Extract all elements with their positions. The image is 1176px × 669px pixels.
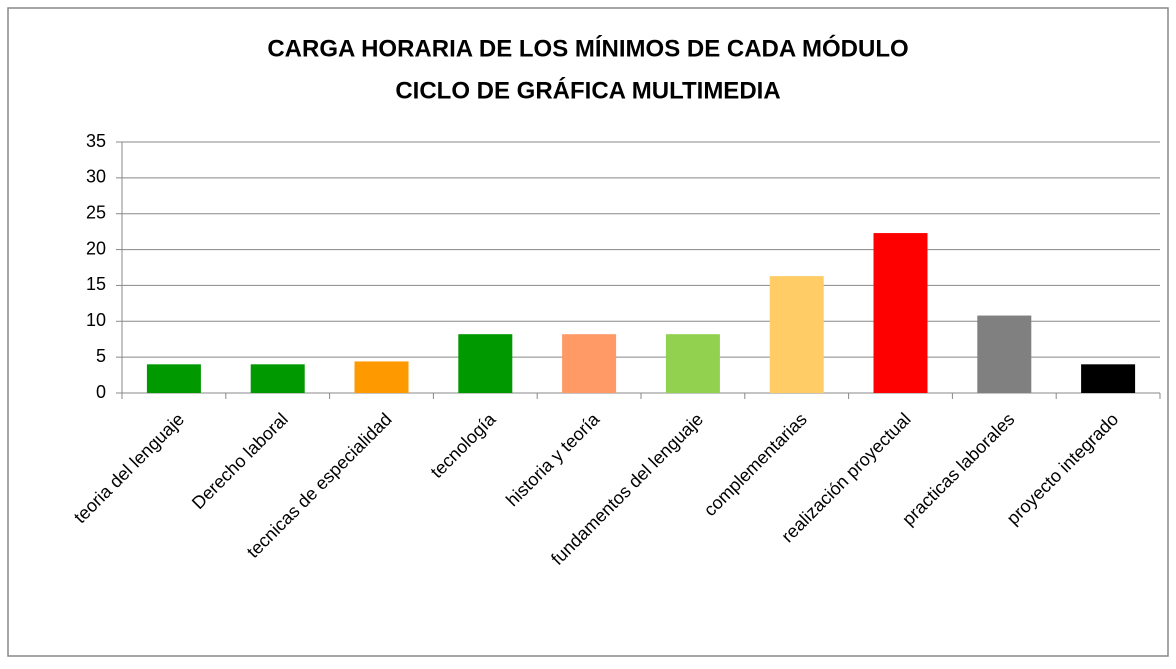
chart-title: CARGA HORARIA DE LOS MÍNIMOS DE CADA MÓD…: [267, 34, 908, 62]
bar: [562, 334, 617, 393]
bar: [873, 233, 928, 393]
chart-frame: [7, 7, 1169, 657]
y-tick-label: 30: [86, 167, 106, 187]
y-tick-label: 15: [86, 274, 106, 294]
y-tick-label: 35: [86, 131, 106, 151]
chart-title: CICLO DE GRÁFICA MULTIMEDIA: [395, 76, 780, 104]
bar: [250, 364, 305, 393]
y-tick-label: 5: [96, 346, 106, 366]
y-tick-label: 10: [86, 310, 106, 330]
y-tick-label: 25: [86, 202, 106, 222]
bar: [665, 334, 720, 393]
bar: [769, 276, 824, 393]
bar: [354, 361, 409, 393]
bar: [977, 315, 1032, 393]
bar: [458, 334, 513, 393]
bar: [1081, 364, 1136, 393]
bar: [146, 364, 201, 393]
y-tick-label: 20: [86, 238, 106, 258]
y-tick-label: 0: [96, 382, 106, 402]
